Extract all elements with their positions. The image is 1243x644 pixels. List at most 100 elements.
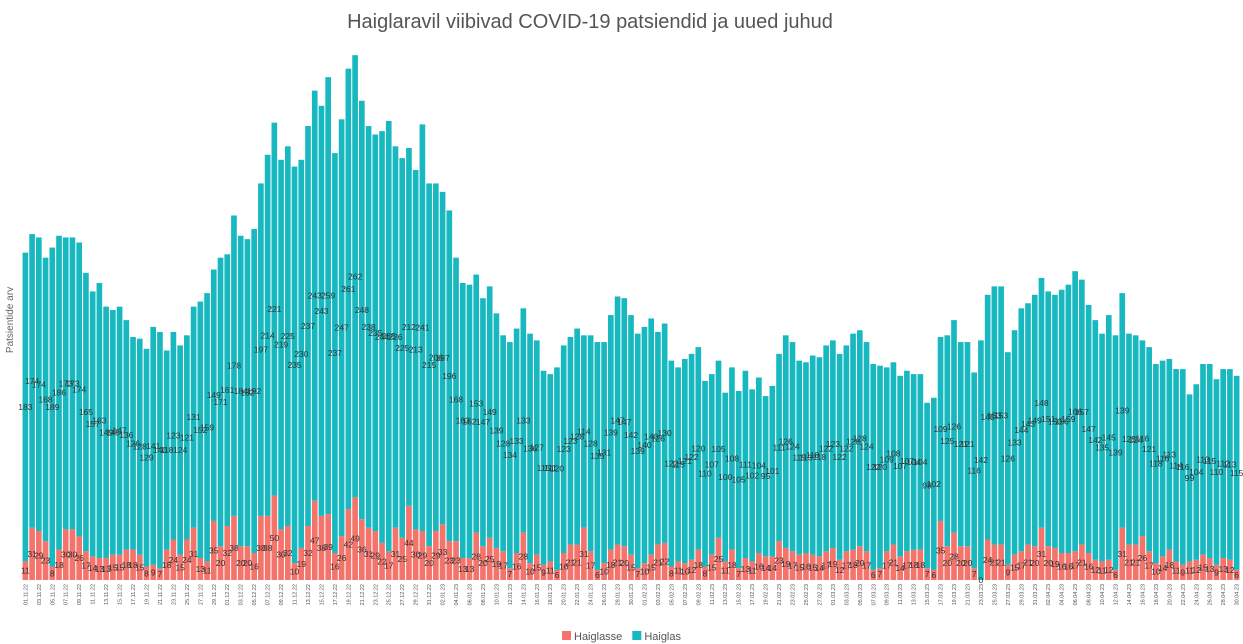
- bar-segment: [520, 532, 527, 580]
- data-label: 238: [361, 322, 375, 332]
- bar-segment: [184, 335, 190, 540]
- bar-segment: [1213, 379, 1220, 565]
- x-tick-label: 06.04.23: [1073, 584, 1079, 605]
- data-label: 144: [1014, 425, 1028, 435]
- bar-segment: [607, 315, 614, 550]
- bar-segment: [870, 569, 877, 580]
- x-tick-label: 21.03.23: [965, 584, 971, 605]
- bar-segment: [937, 337, 944, 521]
- bar-segment: [459, 558, 466, 580]
- data-label: 31: [364, 549, 374, 559]
- data-label: 32: [303, 548, 313, 558]
- data-label: 100: [718, 472, 732, 482]
- x-tick-label: 14.04.23: [1127, 584, 1133, 605]
- data-label: 10: [525, 567, 535, 577]
- bar-segment: [1146, 347, 1152, 552]
- x-tick-label: 17.11.22: [131, 584, 137, 605]
- bar-segment: [581, 527, 587, 580]
- data-label: 108: [725, 454, 739, 464]
- data-label: 225: [395, 343, 409, 353]
- bar-segment: [264, 515, 271, 580]
- bar-segment: [863, 551, 870, 580]
- bar-segment: [473, 274, 480, 533]
- data-label: 9: [1214, 567, 1219, 577]
- bar-segment: [1159, 360, 1166, 557]
- data-label: 118: [806, 450, 820, 460]
- bar-segment: [419, 531, 426, 580]
- x-tick-label: 21.12.22: [360, 584, 366, 605]
- chart-title: Haiglaravil viibivad COVID-19 patsiendid…: [347, 11, 833, 33]
- bar-segment: [69, 237, 76, 530]
- x-tick-label: 28.04.23: [1221, 584, 1227, 605]
- data-label: 128: [584, 438, 598, 448]
- data-label: 15: [646, 562, 656, 572]
- data-label: 17: [1144, 561, 1154, 571]
- data-label: 113: [1223, 459, 1237, 469]
- bar-segment: [1072, 551, 1078, 580]
- bar-segment: [776, 541, 782, 580]
- data-label: 31: [1118, 549, 1128, 559]
- data-label: 38: [229, 543, 239, 553]
- x-tick-label: 21.02.23: [777, 584, 783, 605]
- data-label: 212: [402, 322, 416, 332]
- data-label: 9: [1180, 567, 1185, 577]
- data-label: 16: [801, 562, 811, 572]
- bar-segment: [715, 537, 722, 580]
- data-label: 133: [1007, 437, 1021, 447]
- data-label: 126: [779, 437, 793, 447]
- x-tick-label: 26.01.23: [602, 584, 608, 605]
- bar-segment: [359, 100, 365, 520]
- bar-segment: [762, 396, 769, 557]
- data-label: 135: [590, 451, 604, 461]
- bar-segment: [298, 547, 305, 580]
- data-label: 9: [541, 567, 546, 577]
- data-label: 10: [640, 567, 650, 577]
- data-label: 214: [261, 330, 275, 340]
- data-label: 44: [404, 538, 414, 548]
- bar-segment: [1132, 335, 1139, 545]
- bar-segment: [103, 558, 109, 580]
- bar-segment: [984, 539, 991, 580]
- data-label: 186: [52, 388, 66, 398]
- bar-segment: [406, 148, 412, 506]
- data-label: 182: [240, 388, 254, 398]
- x-tick-label: 02.04.23: [1046, 584, 1052, 605]
- bar-segment: [628, 554, 634, 580]
- data-label: 6: [595, 570, 600, 580]
- data-label: 38: [317, 543, 327, 553]
- x-tick-label: 11.12.22: [293, 584, 299, 605]
- bar-segment: [177, 345, 183, 555]
- data-label: 140: [153, 445, 167, 455]
- bar-segment: [742, 558, 749, 580]
- bar-segment: [204, 561, 210, 580]
- data-label: 21: [653, 557, 663, 567]
- data-label: 7: [736, 569, 741, 579]
- bar-segment: [971, 568, 978, 580]
- data-label: 16: [249, 562, 259, 572]
- data-label: 15: [115, 562, 125, 572]
- bar-segment: [1099, 561, 1105, 580]
- x-tick-label: 13.11.22: [104, 584, 110, 605]
- data-label: 6: [555, 570, 560, 580]
- data-label: 131: [187, 412, 201, 422]
- plot: 1118301.11.22311742917403.11.22231688189…: [18, 55, 1243, 605]
- data-label: 235: [287, 360, 301, 370]
- data-label: 197: [435, 353, 449, 363]
- data-label: 166: [1068, 406, 1082, 416]
- data-label: 104: [907, 457, 921, 467]
- bar-segment: [729, 367, 735, 550]
- bar-segment: [1139, 340, 1146, 537]
- x-tick-label: 07.03.23: [871, 584, 877, 605]
- data-label: 17: [81, 561, 91, 571]
- x-tick-label: 27.12.22: [400, 584, 406, 605]
- data-label: 122: [684, 452, 698, 462]
- data-label: 16: [1084, 562, 1094, 572]
- bar-segment: [527, 333, 533, 564]
- x-tick-label: 13.12.22: [306, 584, 312, 605]
- data-label: 13: [741, 564, 751, 574]
- data-label: 14: [768, 563, 778, 573]
- bar-segment: [1173, 369, 1179, 562]
- bar-segment: [1031, 546, 1038, 580]
- bar-segment: [157, 568, 163, 580]
- bar-segment: [1233, 375, 1240, 570]
